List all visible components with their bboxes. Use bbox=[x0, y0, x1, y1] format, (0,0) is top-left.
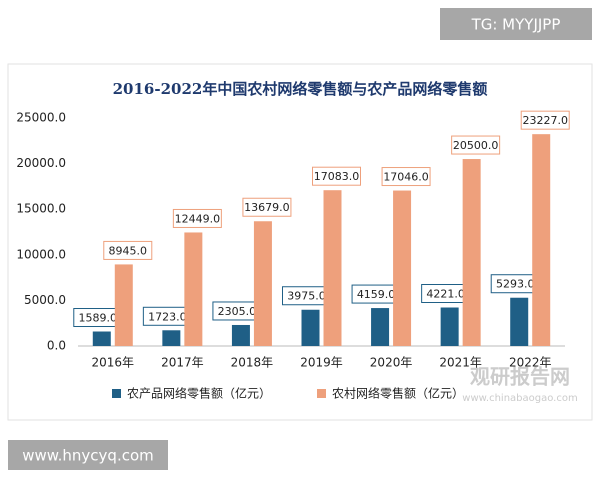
x-tick-label: 2017年 bbox=[161, 356, 204, 370]
bar bbox=[92, 331, 111, 346]
bar bbox=[371, 308, 390, 346]
value-label: 17083.0 bbox=[314, 170, 360, 183]
bar bbox=[184, 232, 203, 346]
y-tick-label: 20000.0 bbox=[16, 156, 66, 170]
value-label-box bbox=[520, 110, 570, 130]
bar bbox=[301, 309, 320, 346]
value-label-box bbox=[172, 208, 222, 228]
bar bbox=[231, 324, 250, 346]
legend-swatch bbox=[317, 389, 326, 398]
y-tick-label: 0.0 bbox=[47, 339, 66, 353]
x-tick-label: 2018年 bbox=[231, 356, 274, 370]
value-label: 8945.0 bbox=[109, 244, 148, 257]
y-tick-label: 15000.0 bbox=[16, 202, 66, 216]
x-tick-label: 2016年 bbox=[92, 356, 135, 370]
value-label-box bbox=[381, 167, 431, 187]
value-label: 20500.0 bbox=[453, 139, 499, 152]
value-label: 23227.0 bbox=[522, 114, 568, 127]
value-label-box bbox=[312, 166, 361, 186]
legend-label: 农村网络零售额（亿元） bbox=[332, 386, 464, 401]
bar bbox=[510, 297, 529, 346]
bar bbox=[114, 264, 133, 346]
chart-title: 2016-2022年中国农村网络零售额与农产品网络零售额 bbox=[113, 80, 488, 98]
footer-bg bbox=[8, 440, 168, 470]
x-tick-label: 2022年 bbox=[509, 356, 552, 370]
legend-label: 农产品网络零售额（亿元） bbox=[127, 386, 271, 401]
bar bbox=[323, 190, 342, 346]
bar bbox=[440, 307, 459, 346]
value-label: 1723.0 bbox=[148, 310, 187, 323]
x-tick-label: 2020年 bbox=[370, 356, 413, 370]
value-label: 4221.0 bbox=[426, 288, 465, 301]
legend-swatch bbox=[112, 389, 121, 398]
value-label: 3975.0 bbox=[287, 290, 326, 303]
value-label: 2305.0 bbox=[218, 305, 257, 318]
footer: www.hnycyq.com bbox=[22, 447, 154, 465]
bar bbox=[532, 134, 551, 346]
x-tick-label: 2019年 bbox=[300, 356, 343, 370]
watermark: 观研报告网 bbox=[470, 365, 570, 389]
y-tick-label: 25000.0 bbox=[16, 111, 66, 125]
value-label-box bbox=[242, 197, 292, 217]
value-label: 1589.0 bbox=[79, 312, 118, 325]
watermark-url: www.chinabaogao.com bbox=[462, 393, 577, 404]
y-tick-label: 5000.0 bbox=[24, 293, 66, 307]
bar bbox=[462, 159, 481, 346]
badge-bg bbox=[440, 8, 592, 40]
y-tick-label: 10000.0 bbox=[16, 247, 66, 261]
value-label: 12449.0 bbox=[175, 212, 221, 225]
value-label: 13679.0 bbox=[244, 201, 290, 214]
value-label: 17046.0 bbox=[383, 171, 429, 184]
value-label-box bbox=[103, 240, 153, 260]
x-tick-label: 2021年 bbox=[439, 356, 482, 370]
value-label: 4159.0 bbox=[357, 288, 396, 301]
value-label-box bbox=[451, 135, 501, 155]
bar bbox=[162, 330, 181, 346]
badge: TG: MYYJJPP bbox=[471, 16, 561, 34]
bar bbox=[393, 190, 412, 346]
value-label: 5293.0 bbox=[496, 278, 535, 291]
bar bbox=[253, 221, 272, 346]
